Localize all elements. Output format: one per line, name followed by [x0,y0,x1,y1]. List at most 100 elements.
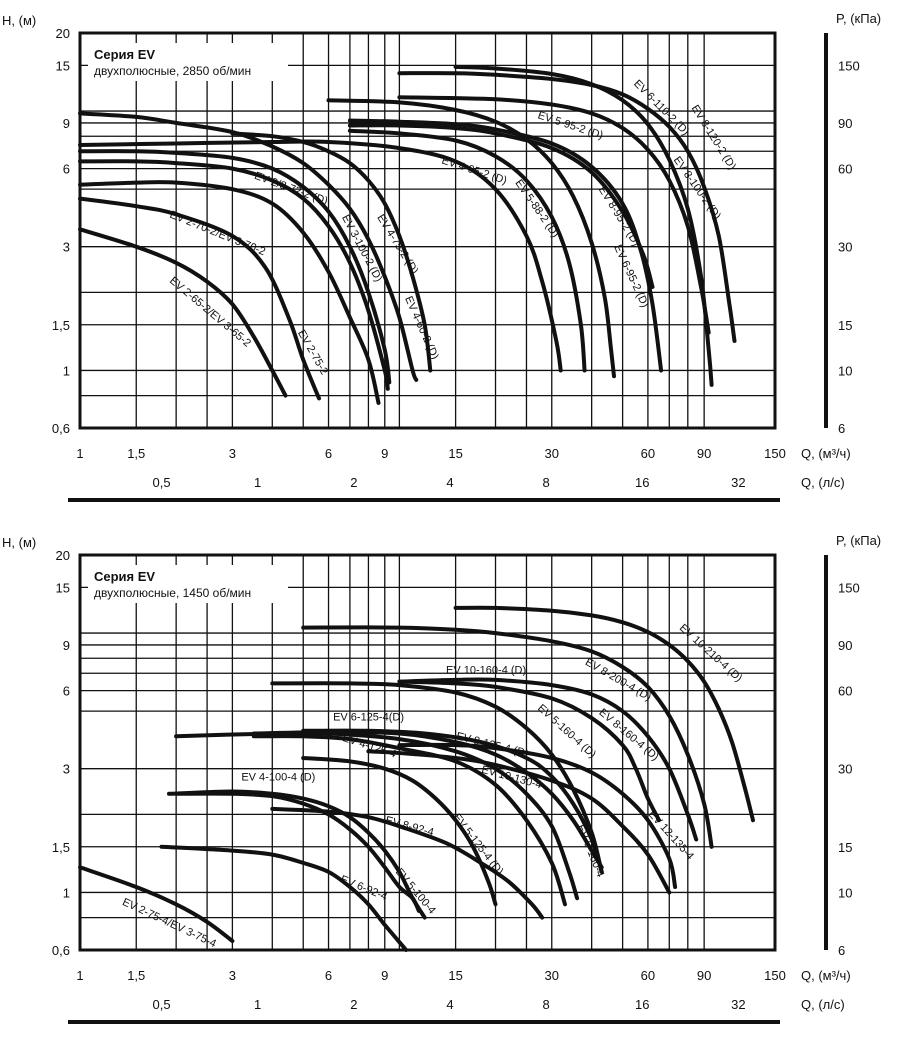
y2-tick-label: 60 [838,162,852,177]
x-tick-label: 3 [229,968,236,983]
curves [78,64,737,405]
curve-ev-3-100-2-d [78,149,392,385]
plot-frame [78,31,777,430]
y2-tick-label: 30 [838,240,852,255]
flow-ls-axis: 0,5 1 2 4 8 16 32 [68,997,780,1024]
y-tick-label: 0,6 [52,943,70,958]
curve-ev-6-95-2-d [347,118,664,373]
x-tick-label: 9 [381,968,388,983]
chart-title: Серия EV [94,569,155,584]
flow-ls-axis: 0,5 1 2 4 8 16 32 [68,475,780,502]
curve-label-ev-6-110-2-d: EV 6-110-2 (D) [631,78,691,138]
curve-ev-10-210-4-d [453,605,755,823]
curve-ev-10-130-4 [366,749,672,895]
x2-tick-label: 0,5 [152,997,170,1012]
curve-ev-6-160-4 [251,730,604,870]
curve-label-ev-4-100-4-d: EV 4-100-4 (D) [241,772,315,784]
x-tick-label: 15 [448,446,462,461]
x-axis-label: Q, (м³/ч) [801,968,851,983]
y-tick-label: 9 [63,116,70,131]
x2-tick-label: 32 [731,475,745,490]
x-tick-label: 30 [545,968,559,983]
pressure-axis-bar [824,555,828,950]
flow-ls-axis-bar [68,1020,780,1024]
x-tick-label: 60 [641,968,655,983]
y2-tick-label: 90 [838,638,852,653]
grid [80,33,775,428]
curve-label-ev-10-160-4-d: EV 10-160-4 (D) [446,664,526,676]
y2-tick-label: 150 [838,58,860,73]
curve-label-ev-10-210-4-d: EV 10-210-4 (D) [677,622,745,685]
y-axis-label: H, (м) [2,13,36,28]
curve-label-ev-8-92-4: EV 8-92-4 [384,814,435,838]
flow-ls-axis-bar [68,498,780,502]
chart-2850rpm: EV 2-65-2/EV 3-65-2EV 2-70-2/EV 3-70-2EV… [2,11,881,502]
curve-labels: EV 2-75-4/EV 3-75-4EV 6-92-4EV 4-100-4 (… [120,622,744,950]
y-tick-label: 1,5 [52,318,70,333]
curve-label-ev-2-75-4-ev-3-75-4: EV 2-75-4/EV 3-75-4 [120,896,218,950]
curve-ev-4-95-2-d [78,139,563,373]
x2-axis-label: Q, (л/с) [801,475,845,490]
curve-ev-2-70-2-ev-3-70-2 [78,196,321,401]
curve-ev-8-120-2-d [397,71,737,343]
y-tick-label: 3 [63,240,70,255]
curve-label-ev-5-125-4-d: EV 5-125-4 (D) [450,812,505,878]
x-tick-label: 150 [764,446,786,461]
x2-tick-label: 2 [350,475,357,490]
chart-title: Серия EV [94,47,155,62]
curve-ev-2-65-2-ev-3-65-2 [78,227,288,398]
x2-tick-label: 1 [254,475,261,490]
title-block: Серия EV двухполюсные, 1450 об/мин [88,565,288,603]
y-tick-label: 20 [56,26,70,41]
curve-ev-5-125-4-d [301,756,498,907]
x2-tick-label: 4 [446,997,453,1012]
x-tick-label: 1 [76,446,83,461]
curve-ev-2-3-72-2-d [78,159,390,391]
curve-ev-5-88-2-d [347,128,587,373]
curve-ev-5-100-4 [167,789,427,920]
x-tick-label: 90 [697,968,711,983]
pressure-axis-bar [824,33,828,428]
plot-frame [78,553,777,952]
curve-label-ev-2-70-2-ev-3-70-2: EV 2-70-2/EV 3-70-2 [168,209,267,258]
x2-tick-label: 1 [254,997,261,1012]
x-tick-label: 6 [325,968,332,983]
y2-tick-label: 15 [838,840,852,855]
x2-tick-label: 8 [542,475,549,490]
y-tick-label: 20 [56,548,70,563]
x2-axis-label: Q, (л/с) [801,997,845,1012]
curve-ev-4-75-2-d [78,111,419,382]
y-axis-ticks: 0,6 1 1,5 3 6 9 15 20 [52,548,70,958]
curve-ev-4-100-4-d [174,791,421,913]
x2-tick-label: 32 [731,997,745,1012]
x-tick-label: 6 [325,446,332,461]
curve-ev-2-75-2 [78,180,381,405]
curve-ev-8-160-4-d [397,679,661,823]
y-tick-label: 6 [63,162,70,177]
curve-ev-8-92-4 [270,806,545,920]
y-tick-label: 0,6 [52,421,70,436]
x-tick-label: 3 [229,446,236,461]
x-tick-label: 1,5 [127,446,145,461]
x-tick-label: 60 [641,446,655,461]
y-tick-label: 1 [63,885,70,900]
x-tick-label: 1 [76,968,83,983]
x2-tick-label: 16 [635,997,649,1012]
curve-ev-5-160-4-d [270,681,604,874]
y2-tick-label: 60 [838,684,852,699]
curve-ev-4-125-4 [251,734,567,907]
x-axis-ticks: 1 1,5 3 6 9 15 30 60 90 150 [76,968,785,983]
y2-tick-label: 90 [838,116,852,131]
pressure-axis: 6 10 15 30 60 90 150 [824,555,860,958]
x2-tick-label: 16 [635,475,649,490]
x-tick-label: 1,5 [127,968,145,983]
curve-ev-6-125-4-d [174,730,580,901]
x-tick-label: 9 [381,446,388,461]
pressure-axis: 6 10 15 30 60 90 150 [824,33,860,436]
curve-ev-5-95-2-d [326,98,616,379]
x2-tick-label: 0,5 [152,475,170,490]
y-tick-label: 9 [63,638,70,653]
x-tick-label: 15 [448,968,462,983]
curve-label-ev-6-95-2-d: EV 6-95-2 (D) [611,243,651,310]
